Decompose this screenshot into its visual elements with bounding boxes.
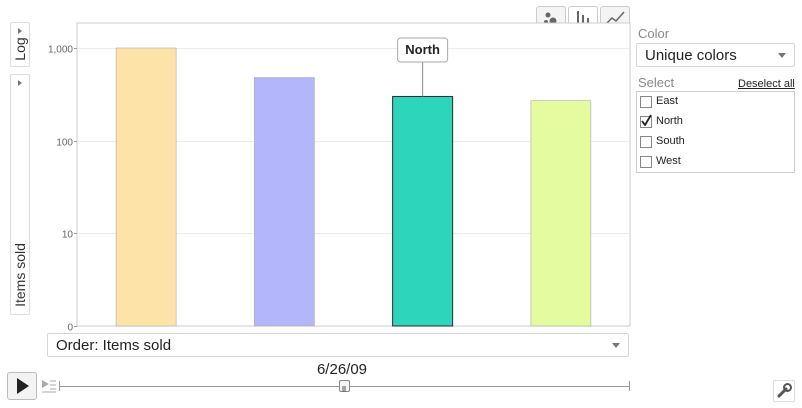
select-item-south[interactable]: South bbox=[640, 134, 790, 152]
select-panel-title: Select bbox=[638, 75, 675, 90]
grip-icon bbox=[342, 386, 346, 392]
bar-west[interactable] bbox=[254, 77, 315, 327]
order-dropdown-value: Order: Items sold bbox=[56, 337, 172, 354]
select-checkbox-checked[interactable] bbox=[640, 114, 652, 128]
select-item-north[interactable]: North bbox=[640, 114, 790, 132]
playback-speed-icon bbox=[42, 380, 56, 393]
expand-arrow-icon bbox=[18, 28, 22, 34]
y-tick-label: 0 bbox=[67, 323, 73, 334]
timeline-end-tick bbox=[629, 381, 630, 391]
y-tick-label: 1,000 bbox=[48, 45, 73, 56]
select-checkbox[interactable] bbox=[640, 156, 652, 168]
bar-chart-icon bbox=[577, 11, 589, 26]
bar-south[interactable] bbox=[530, 100, 592, 327]
settings-button[interactable] bbox=[773, 380, 795, 402]
select-list: East North South West bbox=[636, 91, 795, 173]
chevron-down-icon bbox=[778, 53, 786, 58]
select-item-west[interactable]: West bbox=[640, 154, 790, 172]
tooltip-label: North bbox=[405, 42, 440, 57]
line-chart-icon bbox=[605, 11, 625, 25]
select-item-east[interactable]: East bbox=[640, 94, 790, 112]
y-tick-label: 100 bbox=[56, 138, 73, 149]
color-dropdown[interactable]: Unique colors bbox=[636, 43, 795, 67]
y-tick-label: 10 bbox=[62, 230, 74, 241]
y-axis-selector[interactable]: Items sold bbox=[10, 74, 30, 315]
wrench-icon bbox=[777, 383, 792, 398]
select-item-label: East bbox=[656, 95, 679, 107]
play-button[interactable] bbox=[7, 372, 37, 400]
log-scale-toggle[interactable]: Log bbox=[10, 22, 30, 67]
deselect-all-link[interactable]: Deselect all bbox=[738, 78, 795, 90]
color-dropdown-value: Unique colors bbox=[645, 47, 737, 64]
select-item-label: North bbox=[656, 115, 683, 127]
playback-speed-control[interactable] bbox=[40, 377, 58, 395]
select-checkbox[interactable] bbox=[640, 136, 652, 148]
chevron-down-icon bbox=[612, 343, 620, 348]
timeline-date: 6/26/09 bbox=[316, 361, 368, 378]
bar-east[interactable] bbox=[115, 47, 177, 327]
timeline-handle[interactable] bbox=[339, 380, 350, 392]
timeline-start-tick bbox=[59, 381, 60, 391]
play-icon bbox=[17, 378, 29, 394]
select-checkbox[interactable] bbox=[640, 96, 652, 108]
checkmark-icon bbox=[641, 114, 652, 126]
expand-arrow-icon bbox=[18, 80, 22, 86]
order-dropdown[interactable]: Order: Items sold bbox=[47, 333, 629, 357]
select-item-label: West bbox=[656, 155, 681, 167]
color-panel-title: Color bbox=[638, 26, 670, 41]
bar-north[interactable] bbox=[392, 95, 454, 327]
tooltip-box bbox=[397, 37, 449, 63]
select-item-label: South bbox=[656, 135, 685, 147]
